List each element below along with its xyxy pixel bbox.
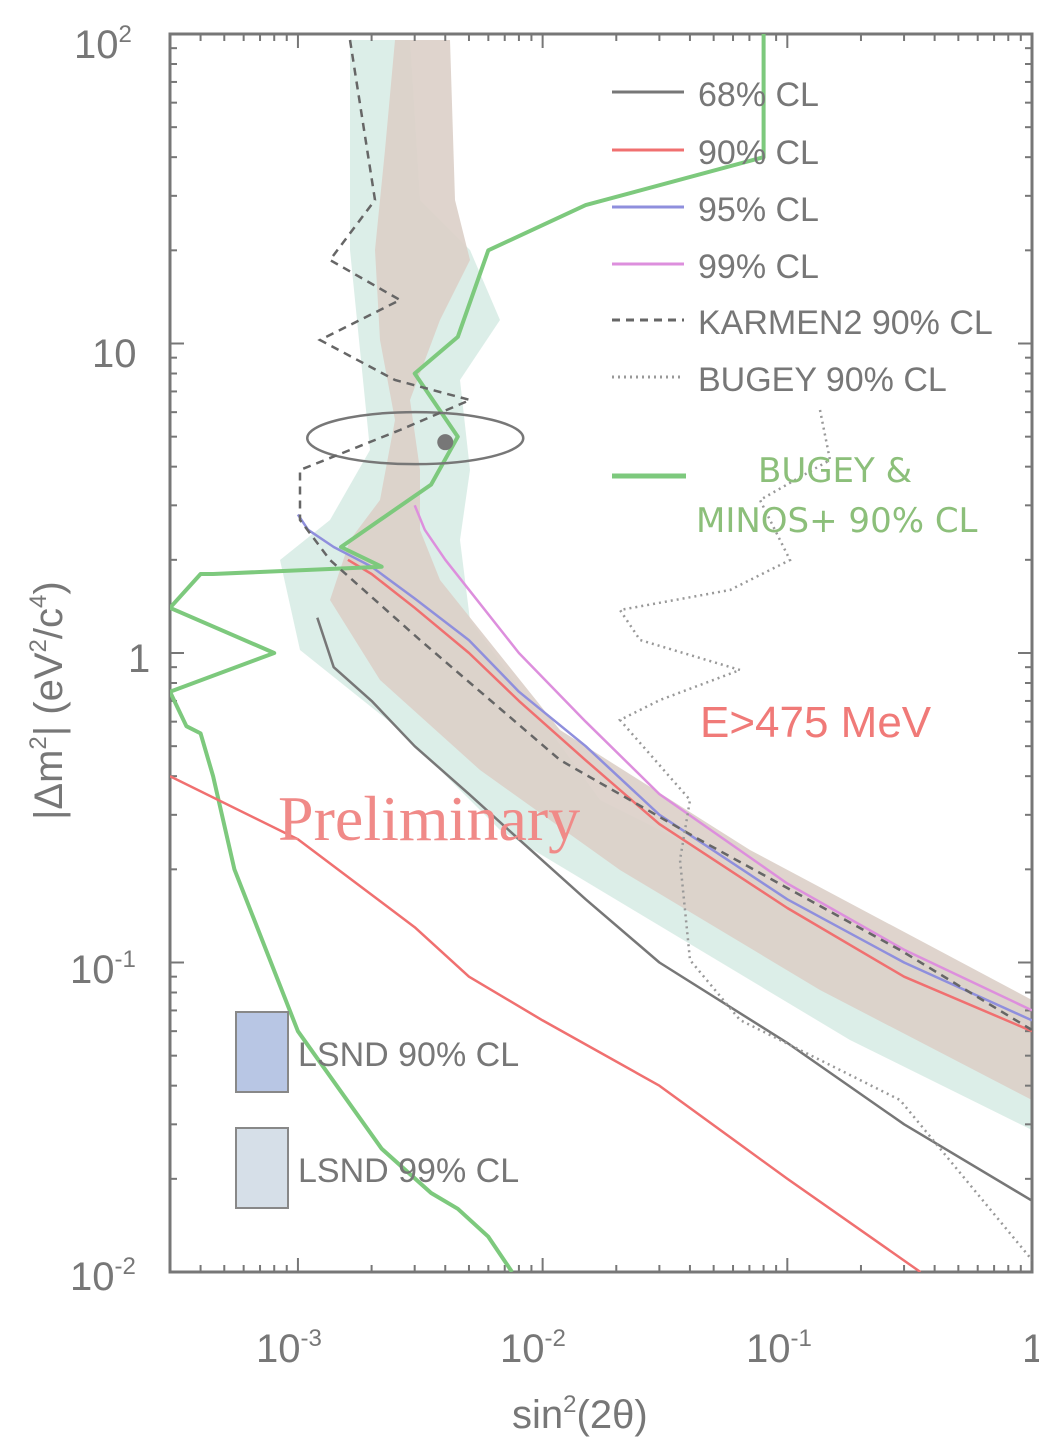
legend-label-bugey: BUGEY 90% CL [698, 361, 947, 399]
y-tick-label: 10-2 [70, 1253, 136, 1299]
legend-label-karmen: KARMEN2 90% CL [698, 304, 993, 342]
y-axis-title: |Δm2| (eV2/c4) [25, 581, 71, 820]
best-fit-point [437, 434, 453, 450]
x-tick-label: 1 [1022, 1327, 1039, 1371]
legend-label-90: 90% CL [698, 134, 819, 172]
x-axis-title: sin2(2θ) [512, 1391, 648, 1437]
x-tick-label: 10-3 [256, 1325, 322, 1371]
y-tick-label: 10-1 [70, 946, 136, 992]
plot-area [170, 34, 1032, 1272]
y-tick-label: 1 [128, 637, 150, 681]
y-tick-label: 102 [74, 21, 132, 67]
x-tick-label: 10-2 [500, 1325, 566, 1371]
x-tick-label: 10-1 [746, 1325, 812, 1371]
legend-label-bugey-minos-line1: BUGEY & [758, 451, 912, 491]
lsnd-90-label: LSND 90% CL [298, 1036, 519, 1074]
lsnd-90-swatch [236, 1012, 288, 1092]
energy-cut-annotation: E>475 MeV [700, 698, 932, 747]
y-tick-label: 10 [92, 332, 137, 376]
lsnd-99-label: LSND 99% CL [298, 1152, 519, 1190]
preliminary-watermark: Preliminary [278, 783, 580, 854]
legend-label-bugey-minos-line2: MINOS+ 90% CL [696, 501, 978, 541]
legend-label-99: 99% CL [698, 248, 819, 286]
lsnd-99-swatch [236, 1128, 288, 1208]
legend-label-68: 68% CL [698, 76, 819, 114]
legend-label-95: 95% CL [698, 191, 819, 229]
